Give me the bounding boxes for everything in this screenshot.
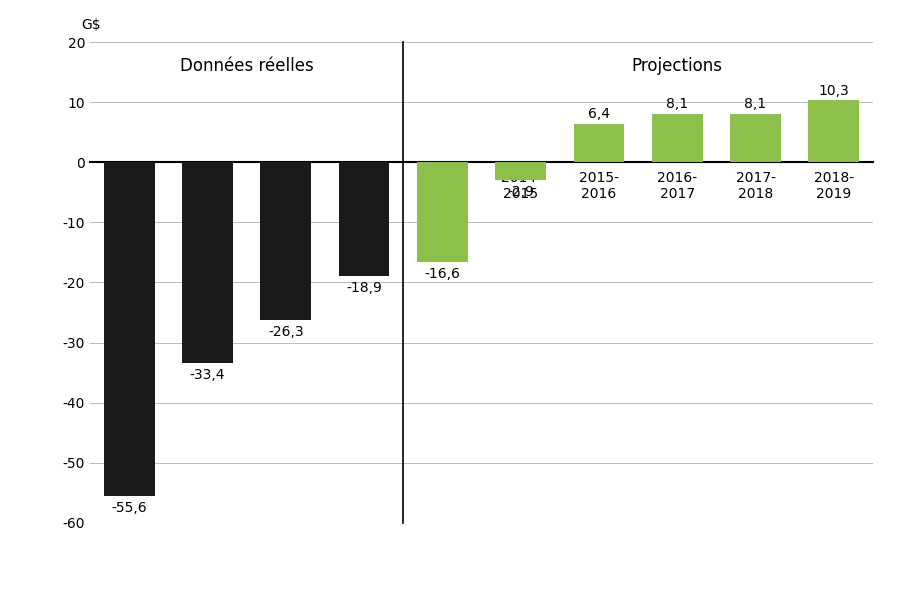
Bar: [260, 162, 311, 320]
Text: -33,4: -33,4: [190, 368, 225, 382]
Text: -2,9: -2,9: [508, 185, 534, 198]
Bar: [417, 162, 468, 262]
Bar: [652, 114, 703, 162]
Text: G$: G$: [81, 18, 101, 32]
Bar: [182, 162, 233, 363]
Text: 8,1: 8,1: [666, 97, 688, 111]
Bar: [730, 114, 781, 162]
Bar: [104, 162, 155, 496]
Text: -16,6: -16,6: [425, 267, 460, 281]
Text: -55,6: -55,6: [112, 501, 147, 515]
Bar: [338, 162, 390, 276]
Text: 6,4: 6,4: [588, 108, 610, 121]
Bar: [495, 162, 546, 180]
Bar: [808, 100, 860, 162]
Text: -18,9: -18,9: [346, 281, 382, 294]
Bar: [573, 124, 625, 162]
Text: 8,1: 8,1: [744, 97, 767, 111]
Text: Données réelles: Données réelles: [180, 57, 313, 75]
Text: Projections: Projections: [632, 57, 723, 75]
Text: 10,3: 10,3: [818, 84, 850, 98]
Text: -26,3: -26,3: [268, 325, 303, 339]
